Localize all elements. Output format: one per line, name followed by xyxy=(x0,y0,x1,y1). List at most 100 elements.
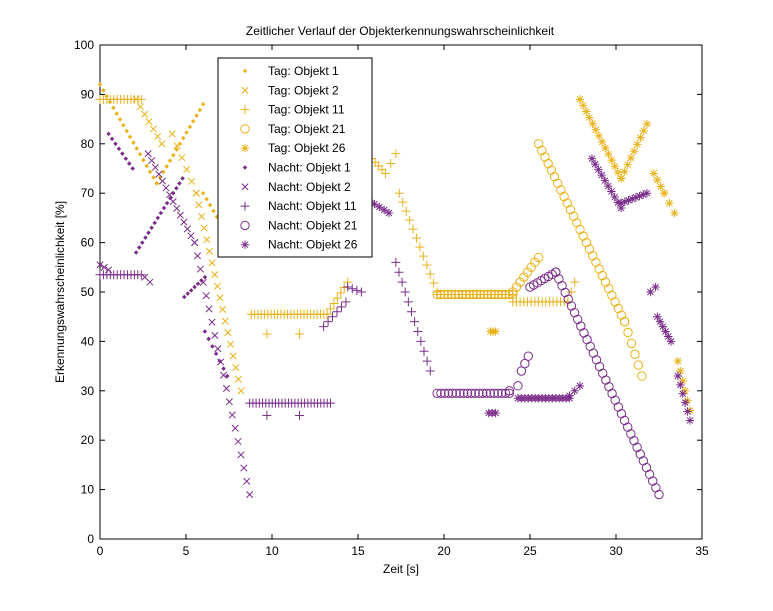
data-point xyxy=(604,149,613,159)
data-point xyxy=(613,198,623,207)
data-point xyxy=(655,317,665,326)
legend-marker xyxy=(241,86,249,94)
data-point xyxy=(451,388,461,398)
data-point xyxy=(623,160,632,169)
data-point xyxy=(214,345,222,353)
y-tick-label: 90 xyxy=(81,87,95,101)
data-point xyxy=(193,252,202,260)
data-point xyxy=(566,287,576,297)
data-point xyxy=(429,278,439,288)
data-point xyxy=(642,189,652,198)
data-point xyxy=(211,331,219,339)
data-point xyxy=(356,287,366,297)
data-point xyxy=(635,191,644,201)
data-point xyxy=(413,327,423,337)
data-point xyxy=(187,232,195,240)
data-point xyxy=(400,287,410,297)
data-point xyxy=(262,411,272,420)
data-point xyxy=(653,312,662,321)
data-point xyxy=(479,289,489,300)
data-point xyxy=(208,318,216,326)
data-point xyxy=(188,288,194,293)
data-point xyxy=(446,289,457,300)
data-point xyxy=(470,388,480,398)
data-point xyxy=(416,336,426,346)
data-point xyxy=(626,338,637,349)
data-point xyxy=(508,289,518,300)
data-point xyxy=(474,388,484,398)
series-7 xyxy=(96,150,254,499)
data-point xyxy=(211,271,219,279)
data-point xyxy=(630,349,640,359)
data-point xyxy=(397,277,407,287)
data-point xyxy=(500,289,511,300)
data-point xyxy=(447,388,458,398)
data-point xyxy=(183,165,191,174)
data-point xyxy=(497,289,507,300)
y-axis-label: Erkennungswahrscheinlichkeit [%] xyxy=(53,201,67,383)
data-point xyxy=(262,329,272,339)
data-point xyxy=(616,174,626,183)
legend-label: Tag: Objekt 1 xyxy=(268,64,339,78)
y-tick-label: 30 xyxy=(81,384,95,398)
data-point xyxy=(491,408,500,418)
data-point xyxy=(246,490,254,499)
legend-label: Tag: Objekt 11 xyxy=(268,103,345,117)
data-point xyxy=(601,143,610,153)
x-tick-label: 20 xyxy=(437,544,451,558)
data-point xyxy=(457,289,468,300)
data-point xyxy=(200,224,208,232)
data-point xyxy=(491,327,500,336)
y-tick-label: 40 xyxy=(81,334,95,348)
data-point xyxy=(136,270,146,280)
data-point xyxy=(219,305,227,313)
data-point xyxy=(620,197,630,206)
data-point xyxy=(198,212,206,221)
data-point xyxy=(422,260,432,270)
data-point xyxy=(631,193,641,202)
data-point xyxy=(670,208,679,218)
legend-marker xyxy=(240,201,250,211)
data-point xyxy=(504,386,515,396)
data-point xyxy=(191,239,199,247)
data-point xyxy=(665,198,674,208)
data-point xyxy=(629,147,639,156)
data-point xyxy=(493,388,503,398)
data-point xyxy=(381,168,391,178)
y-tick-label: 0 xyxy=(87,532,94,546)
series-9 xyxy=(432,267,664,500)
data-point xyxy=(352,285,362,295)
data-point xyxy=(676,366,685,376)
data-point xyxy=(651,282,660,292)
data-point xyxy=(570,386,579,395)
data-point xyxy=(472,289,482,300)
data-point xyxy=(187,124,193,130)
data-point xyxy=(649,169,659,178)
data-point xyxy=(210,344,215,349)
data-point xyxy=(523,351,533,361)
data-point xyxy=(328,312,338,322)
data-point xyxy=(610,162,620,171)
data-point xyxy=(221,317,229,325)
data-point xyxy=(322,309,332,319)
data-point xyxy=(597,137,607,147)
data-point xyxy=(597,170,606,180)
data-point xyxy=(443,388,454,398)
y-tick-label: 100 xyxy=(74,38,94,52)
x-tick-label: 10 xyxy=(265,544,279,558)
data-point xyxy=(613,168,623,177)
data-point xyxy=(489,388,499,398)
data-point xyxy=(394,188,404,198)
data-point xyxy=(187,177,196,185)
x-tick-label: 25 xyxy=(523,544,537,558)
data-point xyxy=(588,119,597,128)
data-point xyxy=(347,284,357,294)
series-2 xyxy=(132,95,245,395)
data-point xyxy=(436,289,446,300)
data-point xyxy=(222,384,231,393)
x-tick-label: 15 xyxy=(351,544,365,558)
data-point xyxy=(100,263,108,271)
y-tick-label: 80 xyxy=(81,137,95,151)
data-point xyxy=(205,247,214,255)
data-point xyxy=(168,130,176,138)
